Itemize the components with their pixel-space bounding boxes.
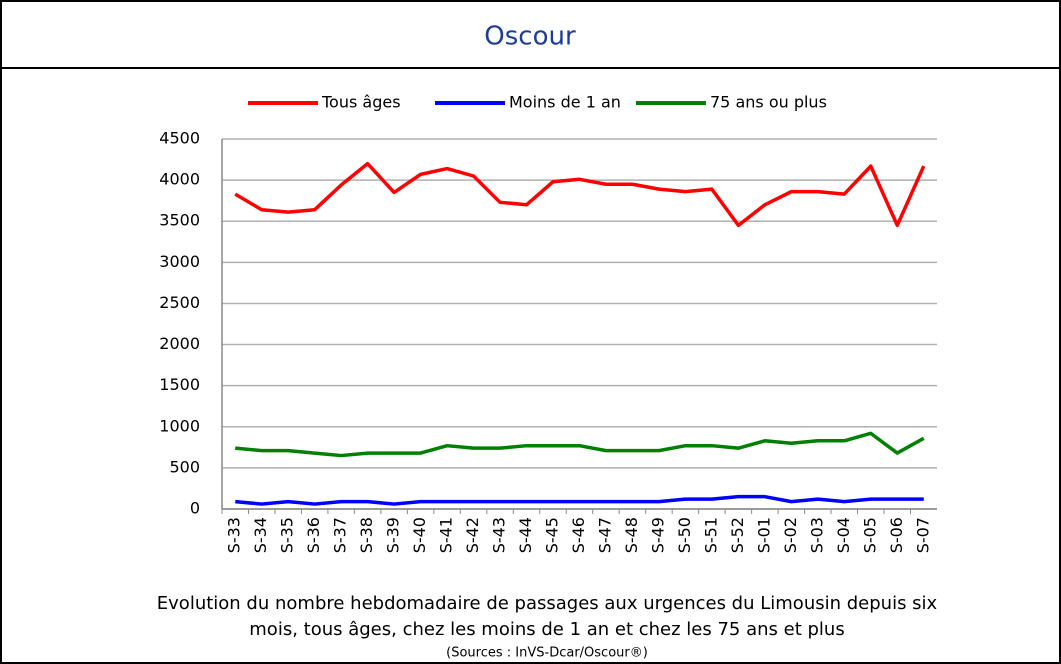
y-tick-label: 500: [169, 457, 200, 476]
x-tick-label: S-37: [331, 517, 350, 553]
series-line: [235, 494, 924, 506]
x-tick-label: S-04: [834, 517, 853, 553]
y-tick-label: 1000: [159, 416, 200, 435]
x-tick-label: S-36: [304, 517, 323, 553]
source: (Sources : InVS-Dcar/Oscour®): [446, 646, 648, 661]
x-tick-label: S-47: [595, 517, 614, 553]
legend-label: 75 ans ou plus: [710, 93, 827, 112]
x-tick-label: S-44: [516, 517, 535, 553]
x-tick-label: S-06: [887, 517, 906, 553]
x-tick-label: S-03: [807, 517, 826, 553]
x-tick-label: S-05: [860, 517, 879, 553]
caption: mois, tous âges, chez les moins de 1 an …: [249, 619, 844, 640]
x-tick-label: S-43: [490, 517, 509, 553]
x-tick-label: S-40: [410, 517, 429, 553]
x-tick-label: S-52: [728, 517, 747, 553]
series-line: [234, 161, 926, 228]
caption: Evolution du nombre hebdomadaire de pass…: [157, 593, 938, 614]
legend-label: Moins de 1 an: [509, 93, 621, 112]
y-tick-label: 3500: [159, 211, 200, 230]
y-tick-label: 4000: [159, 170, 200, 189]
chart-title: Oscour: [484, 22, 576, 52]
x-tick-label: S-33: [225, 517, 244, 553]
x-tick-label: S-51: [701, 517, 720, 553]
y-tick-label: 2000: [159, 334, 200, 353]
x-tick-label: S-45: [543, 517, 562, 553]
y-tick-label: 2500: [159, 293, 200, 312]
x-tick-label: S-34: [251, 517, 270, 553]
x-tick-label: S-07: [913, 517, 932, 553]
x-tick-label: S-01: [754, 517, 773, 553]
x-tick-label: S-48: [622, 517, 641, 553]
x-tick-label: S-02: [781, 517, 800, 553]
x-tick-label: S-35: [278, 517, 297, 553]
x-tick-label: S-46: [569, 517, 588, 553]
x-tick-label: S-50: [675, 517, 694, 553]
x-tick-label: S-41: [437, 517, 456, 553]
x-tick-label: S-49: [648, 517, 667, 553]
y-tick-label: 4500: [159, 129, 200, 148]
y-tick-label: 1500: [159, 375, 200, 394]
x-tick-label: S-38: [357, 517, 376, 553]
x-tick-label: S-39: [384, 517, 403, 553]
y-tick-label: 0: [190, 499, 200, 518]
legend-label: Tous âges: [321, 93, 401, 112]
y-tick-label: 3000: [159, 252, 200, 271]
series-line: [235, 431, 925, 458]
x-tick-label: S-42: [463, 517, 482, 553]
